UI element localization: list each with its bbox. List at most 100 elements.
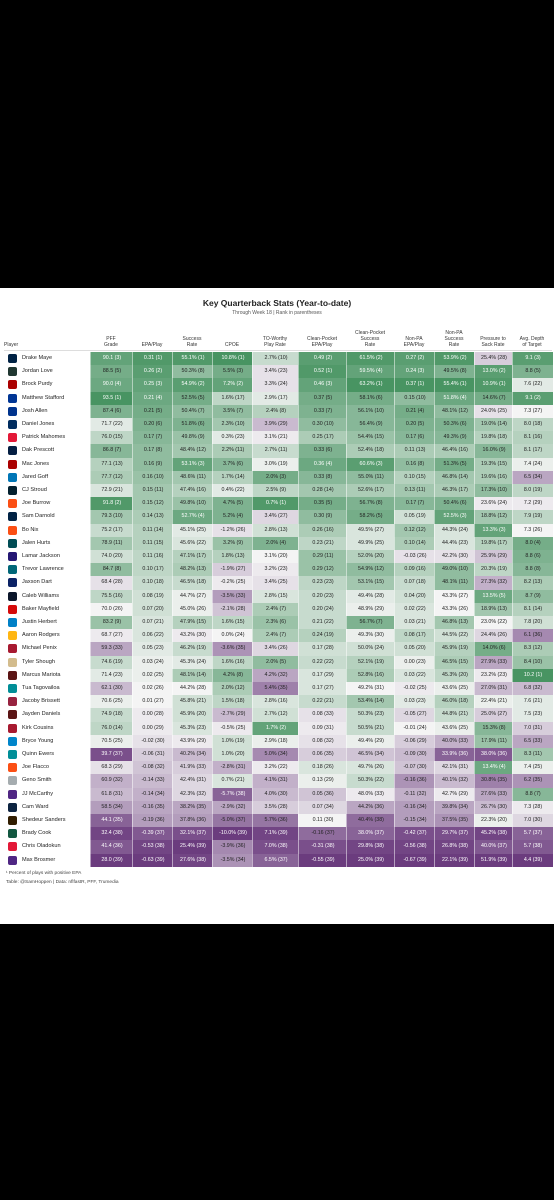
stat-cell-non-pa-success-rate: 43.3% (26) (434, 602, 475, 616)
stat-cell-success-rate: 48.1% (14) (172, 668, 213, 682)
stat-cell-success-rate: 50.4% (7) (172, 404, 213, 418)
stat-cell-non-pa-success-rate: 49.5% (8) (434, 365, 475, 379)
stat-cell-clean-pocket-success-rate: 46.5% (34) (346, 748, 395, 762)
stat-cell-cpoe: -3.5% (33) (212, 589, 253, 603)
stat-cell-non-pa-epa-play: 0.00 (23) (394, 655, 435, 669)
stat-cell-epa-play: 0.16 (10) (132, 470, 173, 484)
stat-cell-epa-play: 0.15 (11) (132, 484, 173, 498)
stat-cell-to-worthy-play-rate: 5.4% (35) (252, 682, 299, 696)
column-header-success-rate: Success Rate (182, 336, 202, 348)
stat-cell-pressure-to-sack-rate: 24.4% (26) (474, 629, 513, 643)
stat-cell-success-rate: 40.2% (34) (172, 748, 213, 762)
team-logo-icon (8, 446, 17, 456)
table-row: Bo Nix 75.2 (17) 0.11 (14) 45.1% (25) -1.2% … (4, 523, 553, 537)
stat-cell-avg-depth-of-target: 7.3 (26) (512, 523, 553, 537)
stat-cell-pressure-to-sack-rate: 19.3% (15) (474, 457, 513, 471)
team-logo-icon (8, 499, 17, 509)
stat-cell-epa-play: 0.25 (3) (132, 378, 173, 392)
player-name: Brock Purdy (22, 381, 53, 388)
stat-cell-to-worthy-play-rate: 2.4% (8) (252, 404, 299, 418)
stat-cell-non-pa-success-rate: 46.8% (14) (434, 470, 475, 484)
stat-cell-success-rate: 37.8% (36) (172, 814, 213, 828)
player-name: CJ Stroud (22, 487, 47, 493)
stat-cell-epa-play: 0.15 (12) (132, 497, 173, 511)
footnote: ¹ Percent of plays with positive EPA (6, 870, 82, 876)
stat-cell-non-pa-success-rate: 29.7% (37) (434, 827, 475, 841)
stat-cell-clean-pocket-success-rate: 54.4% (15) (346, 431, 395, 445)
stat-cell-non-pa-success-rate: 44.4% (23) (434, 536, 475, 550)
stat-cell-avg-depth-of-target: 4.4 (39) (512, 853, 553, 867)
stat-cell-clean-pocket-success-rate: 48.0% (33) (346, 787, 395, 801)
table-row: Baker Mayfield 70.0 (26) 0.07 (20) 45.0% (2… (4, 602, 553, 616)
stat-cell-clean-pocket-success-rate: 56.4% (9) (346, 418, 395, 432)
stat-cell-clean-pocket-success-rate: 52.6% (17) (346, 484, 395, 498)
stat-cell-clean-pocket-epa-play: 0.23 (21) (298, 536, 347, 550)
stat-cell-success-rate: 48.6% (11) (172, 470, 213, 484)
stat-cell-clean-pocket-epa-play: 0.11 (30) (298, 814, 347, 828)
player-name: Dak Prescott (22, 447, 55, 454)
stat-cell-pressure-to-sack-rate: 25.0% (27) (474, 708, 513, 722)
team-logo-icon (8, 525, 17, 535)
team-logo-icon (8, 644, 17, 654)
team-logo-icon (8, 789, 17, 799)
stat-cell-to-worthy-play-rate: 3.3% (24) (252, 378, 299, 392)
column-header-to-worthy-play-rate: TO-Worthy Play Rate (262, 336, 288, 348)
stat-cell-non-pa-epa-play: 0.17 (6) (394, 431, 435, 445)
stat-cell-to-worthy-play-rate: 7.1% (39) (252, 827, 299, 841)
stat-cell-to-worthy-play-rate: 4.1% (31) (252, 774, 299, 788)
stat-cell-pressure-to-sack-rate: 27.9% (33) (474, 655, 513, 669)
stat-cell-avg-depth-of-target: 7.6 (21) (512, 695, 553, 709)
team-logo-icon (8, 750, 17, 759)
stat-cell-non-pa-success-rate: 44.3% (24) (434, 523, 475, 537)
stat-cell-non-pa-success-rate: 46.4% (16) (434, 444, 475, 458)
team-logo-icon (8, 591, 17, 601)
team-logo-icon (8, 538, 17, 548)
stat-cell-clean-pocket-epa-play: 0.08 (32) (298, 734, 347, 748)
stat-cell-to-worthy-play-rate: 2.0% (4) (252, 536, 299, 550)
column-header-epa-play: EPA/Play (141, 342, 163, 348)
stat-cell-clean-pocket-success-rate: 56.7% (8) (346, 497, 395, 511)
stat-cell-cpoe: 1.6% (17) (212, 391, 253, 405)
stat-cell-pressure-to-sack-rate: 19.0% (14) (474, 418, 513, 432)
stat-cell-non-pa-success-rate: 49.3% (9) (434, 431, 475, 445)
stat-cell-epa-play: 0.07 (20) (132, 602, 173, 616)
stat-cell-avg-depth-of-target: 8.1 (16) (512, 431, 553, 445)
stat-cell-clean-pocket-epa-play: 0.13 (29) (298, 774, 347, 788)
team-logo-icon (8, 433, 17, 443)
stat-cell-clean-pocket-success-rate: 56.7% (7) (346, 616, 395, 630)
player-name: Daniel Jones (22, 421, 55, 427)
stat-cell-pff-grade: 78.9 (11) (90, 536, 133, 550)
column-header-clean-pocket-epa-play: Clean-Pocket EPA/Play (306, 336, 337, 348)
stat-cell-non-pa-success-rate: 42.2% (30) (434, 550, 475, 564)
stat-cell-pressure-to-sack-rate: 23.2% (23) (474, 668, 513, 682)
stat-cell-clean-pocket-success-rate: 38.0% (37) (346, 827, 395, 841)
player-name: JJ McCarthy (22, 790, 54, 797)
stat-cell-avg-depth-of-target: 8.2 (13) (512, 576, 553, 590)
stat-cell-cpoe: -5.0% (37) (212, 814, 253, 828)
stat-cell-clean-pocket-success-rate: 58.1% (6) (346, 391, 395, 405)
stat-cell-success-rate: 45.3% (24) (172, 655, 213, 669)
table-row: CJ Stroud 72.9 (21) 0.15 (11) 47.4% (16) 0.4… (4, 484, 553, 498)
stat-cell-to-worthy-play-rate: 3.4% (27) (252, 510, 299, 524)
team-logo-icon (8, 380, 17, 390)
table-row: Matthew Stafford 93.5 (1) 0.21 (4) 52.5% (5… (4, 391, 553, 405)
stat-cell-pressure-to-sack-rate: 40.0% (37) (474, 840, 513, 854)
stat-cell-non-pa-epa-play: 0.37 (1) (394, 378, 435, 392)
stat-cell-avg-depth-of-target: 8.7 (9) (512, 589, 553, 603)
stat-cell-clean-pocket-epa-play: 0.20 (23) (298, 589, 347, 603)
team-logo-icon (8, 684, 17, 693)
team-logo-icon (8, 736, 17, 746)
stat-cell-clean-pocket-success-rate: 49.4% (28) (346, 589, 395, 603)
stat-cell-success-rate: 53.1% (3) (172, 457, 213, 471)
table-row: Shedeur Sanders 44.1 (35) -0.19 (36) 37.8% … (4, 814, 553, 828)
stat-cell-non-pa-epa-play: 0.10 (15) (394, 470, 435, 484)
player-name: Jaxson Dart (22, 579, 52, 586)
player-name: Jacoby Brissett (22, 698, 60, 705)
stat-cell-success-rate: 38.2% (35) (172, 800, 213, 814)
stat-cell-pressure-to-sack-rate: 17.9% (11) (474, 734, 513, 748)
stat-cell-epa-play: 0.01 (27) (132, 695, 173, 709)
stat-cell-pressure-to-sack-rate: 27.6% (33) (474, 787, 513, 801)
player-name: Caleb Williams (22, 592, 59, 599)
stat-cell-pff-grade: 39.7 (37) (90, 748, 133, 762)
stat-cell-to-worthy-play-rate: 2.5% (9) (252, 484, 299, 498)
